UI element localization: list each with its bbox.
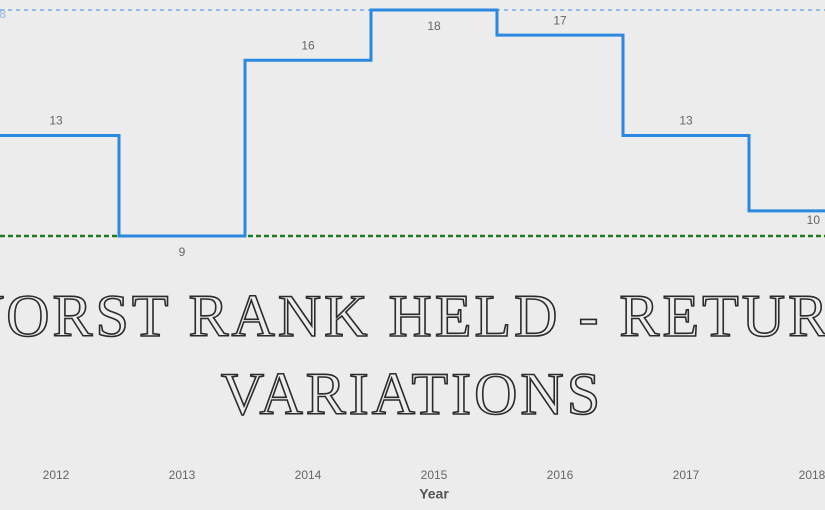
data-label: 18 xyxy=(427,19,441,33)
data-label: 9 xyxy=(179,245,186,259)
x-tick-label: 2013 xyxy=(169,468,196,482)
x-tick-label: 2014 xyxy=(295,468,322,482)
x-tick-label: 2017 xyxy=(673,468,700,482)
data-label: 17 xyxy=(553,13,567,27)
x-tick-label: 2018 xyxy=(799,468,825,482)
reference-label: 18 xyxy=(0,7,6,21)
chart-title-line-1: WORST RANK HELD - RETURN xyxy=(0,283,825,349)
data-label: 13 xyxy=(49,114,63,128)
x-tick-label: 2015 xyxy=(421,468,448,482)
x-tick-label: 2012 xyxy=(43,468,70,482)
chart-title-line-2: VARIATIONS xyxy=(221,361,603,427)
data-label: 13 xyxy=(679,114,693,128)
x-tick-label: 2016 xyxy=(547,468,574,482)
step-line xyxy=(0,8,825,238)
plot-area: 18 2012 2013 2014 2015 2016 2017 2018 13 9 16 18 17 1… xyxy=(0,7,825,482)
data-label: 16 xyxy=(301,38,315,52)
x-axis-label: Year xyxy=(419,486,449,502)
data-label: 10 xyxy=(807,213,821,227)
